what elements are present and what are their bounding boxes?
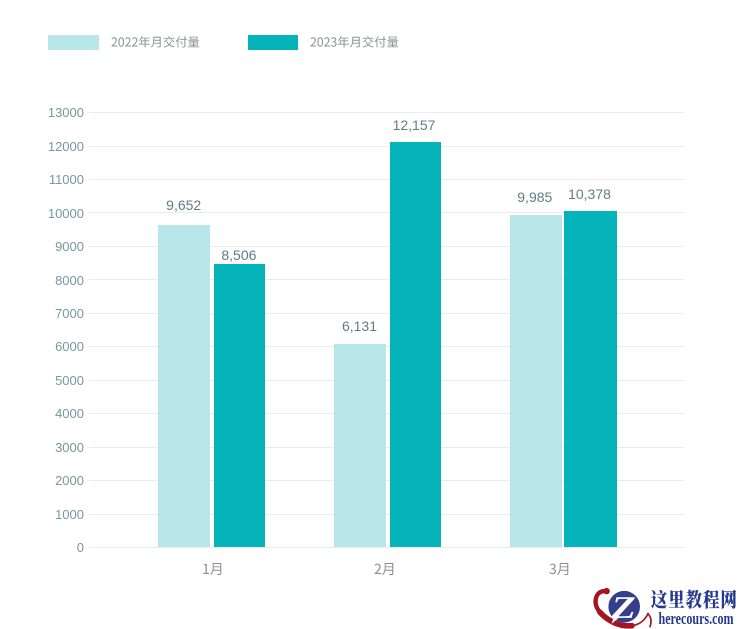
svg-text:herecours.com: herecours.com bbox=[659, 609, 734, 628]
